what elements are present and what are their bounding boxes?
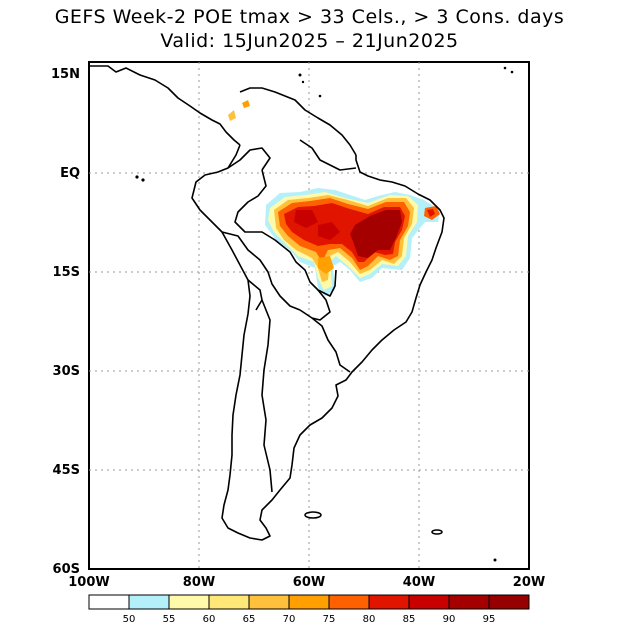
lat-label-45s: 45S <box>52 463 80 478</box>
colorbar-label: 75 <box>322 614 336 625</box>
lon-label-60w: 60W <box>292 575 326 590</box>
colorbar-label: 55 <box>162 614 176 625</box>
probability-shading <box>228 100 440 296</box>
map-title: GEFS Week-2 POE tmax > 33 Cels., > 3 Con… <box>54 6 565 28</box>
coastlines <box>89 65 445 541</box>
lat-label-60s: 60S <box>52 562 80 577</box>
colorbar-swatch <box>448 594 490 610</box>
colorbar-label: 80 <box>362 614 376 625</box>
colorbar-swatch <box>208 594 250 610</box>
colorbar-swatch <box>328 594 370 610</box>
colorbar-swatch <box>168 594 210 610</box>
lon-label-40w: 40W <box>402 575 436 590</box>
colorbar-label: 90 <box>442 614 456 625</box>
colorbar-swatch <box>368 594 410 610</box>
colorbar-swatch <box>248 594 290 610</box>
colorbar-label: 95 <box>482 614 496 625</box>
lat-label-30s: 30S <box>52 364 80 379</box>
colorbar-swatch <box>128 594 170 610</box>
colorbar-swatch <box>88 594 130 610</box>
colorbar <box>88 594 530 610</box>
islands <box>135 66 514 562</box>
lat-label-eq: EQ <box>60 166 80 181</box>
lat-label-15s: 15S <box>52 265 80 280</box>
colorbar-swatch <box>408 594 450 610</box>
colorbar-swatch <box>488 594 530 610</box>
graticule <box>89 62 529 569</box>
colorbar-label: 65 <box>242 614 256 625</box>
lon-label-100w: 100W <box>68 575 110 590</box>
colorbar-label: 70 <box>282 614 296 625</box>
colorbar-swatch <box>288 594 330 610</box>
colorbar-label: 50 <box>122 614 136 625</box>
lon-label-80w: 80W <box>182 575 216 590</box>
lat-label-15n: 15N <box>51 67 80 82</box>
lon-label-20w: 20W <box>512 575 546 590</box>
colorbar-label: 85 <box>402 614 416 625</box>
valid-date-range: Valid: 15Jun2025 – 21Jun2025 <box>160 30 459 52</box>
colorbar-label: 60 <box>202 614 216 625</box>
